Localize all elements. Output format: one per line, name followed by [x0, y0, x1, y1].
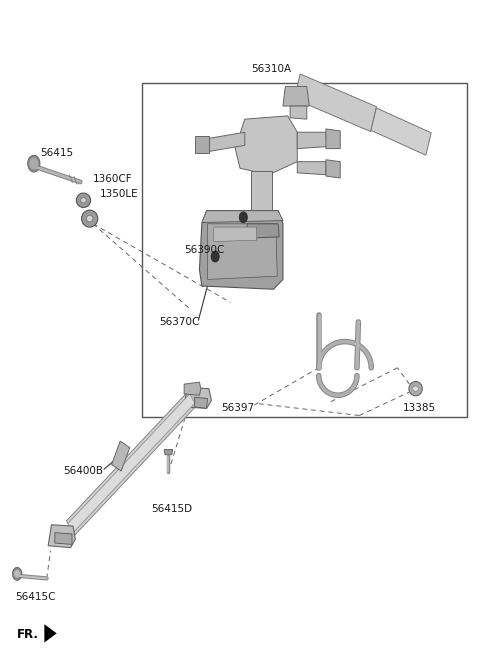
Polygon shape: [184, 382, 201, 396]
Bar: [142, 83, 467, 417]
Polygon shape: [68, 394, 195, 533]
Polygon shape: [235, 116, 297, 175]
Ellipse shape: [81, 198, 86, 203]
Text: 56397: 56397: [221, 403, 254, 413]
Text: 1350LE: 1350LE: [100, 189, 139, 199]
Polygon shape: [207, 224, 277, 279]
Polygon shape: [202, 211, 283, 223]
Circle shape: [12, 567, 22, 580]
Text: 13385: 13385: [403, 403, 436, 413]
Polygon shape: [326, 129, 340, 148]
Polygon shape: [326, 160, 340, 178]
Polygon shape: [297, 162, 326, 175]
Circle shape: [15, 570, 20, 577]
Polygon shape: [290, 106, 307, 119]
Ellipse shape: [413, 386, 419, 392]
Ellipse shape: [86, 215, 93, 222]
Text: 56370C: 56370C: [159, 317, 199, 327]
Polygon shape: [44, 624, 57, 643]
Text: 56415C: 56415C: [15, 592, 55, 602]
Text: 56415D: 56415D: [151, 504, 192, 514]
Circle shape: [240, 212, 247, 223]
Polygon shape: [199, 211, 283, 289]
Polygon shape: [195, 135, 209, 153]
Polygon shape: [294, 74, 376, 131]
Ellipse shape: [409, 382, 422, 396]
Text: 56390C: 56390C: [184, 245, 225, 255]
Polygon shape: [55, 533, 72, 545]
Polygon shape: [67, 392, 196, 535]
Polygon shape: [214, 227, 257, 242]
Polygon shape: [371, 108, 431, 155]
Circle shape: [28, 155, 40, 172]
Polygon shape: [247, 224, 279, 238]
Circle shape: [30, 158, 37, 169]
Polygon shape: [251, 171, 272, 227]
Ellipse shape: [76, 193, 91, 208]
Polygon shape: [184, 388, 211, 408]
Ellipse shape: [82, 210, 98, 227]
Text: FR.: FR.: [17, 627, 39, 641]
Polygon shape: [48, 525, 75, 548]
Polygon shape: [297, 132, 327, 148]
Text: 1360CF: 1360CF: [93, 174, 132, 185]
Polygon shape: [283, 87, 309, 106]
Text: 56415: 56415: [40, 148, 73, 158]
Circle shape: [211, 251, 219, 261]
Polygon shape: [195, 397, 207, 408]
Polygon shape: [112, 441, 130, 471]
Text: 56310A: 56310A: [251, 64, 291, 74]
Text: 56400B: 56400B: [63, 466, 103, 476]
Polygon shape: [206, 132, 245, 152]
Polygon shape: [164, 449, 173, 455]
